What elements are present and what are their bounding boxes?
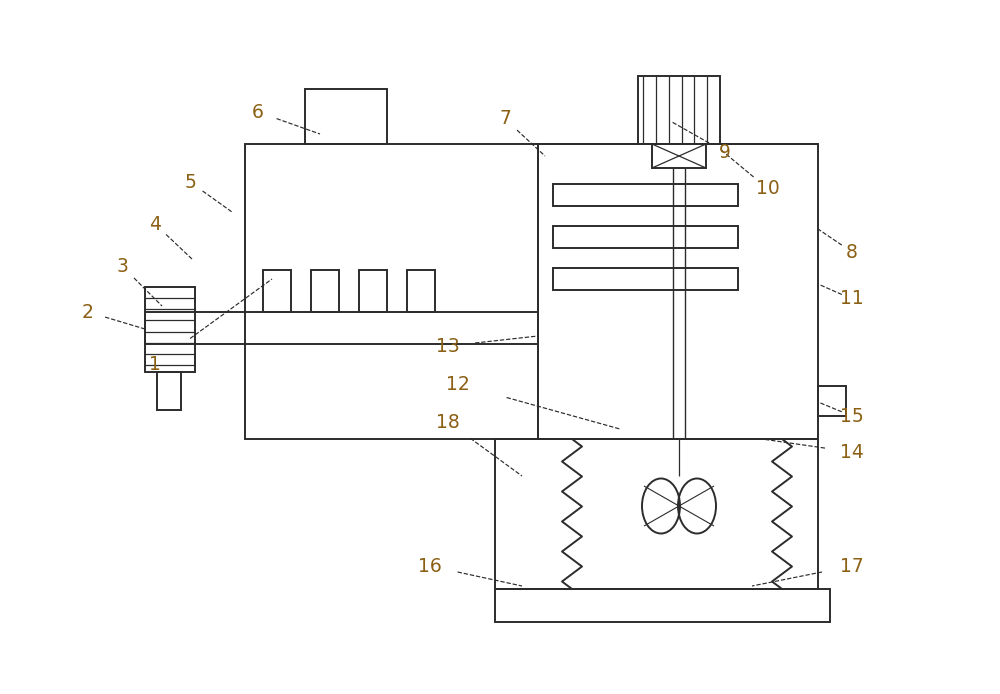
Text: 18: 18 <box>436 412 460 432</box>
Bar <box>818 386 846 416</box>
Text: 6: 6 <box>252 103 264 121</box>
Bar <box>245 144 538 439</box>
Bar <box>305 89 387 144</box>
Bar <box>652 144 706 168</box>
Bar <box>157 372 181 410</box>
Bar <box>553 268 738 290</box>
Text: 14: 14 <box>840 443 864 462</box>
Text: 8: 8 <box>846 242 858 262</box>
Text: 4: 4 <box>149 214 161 233</box>
Bar <box>263 270 291 312</box>
Bar <box>495 589 830 622</box>
Bar <box>311 270 339 312</box>
Text: 15: 15 <box>840 407 864 425</box>
Bar <box>638 76 720 144</box>
Bar <box>407 270 435 312</box>
Text: 1: 1 <box>149 355 161 373</box>
Text: 7: 7 <box>499 110 511 128</box>
Text: 10: 10 <box>756 180 780 198</box>
Text: 2: 2 <box>82 303 94 321</box>
Bar <box>145 312 538 344</box>
Text: 11: 11 <box>840 289 864 309</box>
Text: 12: 12 <box>446 375 470 393</box>
Text: 3: 3 <box>116 257 128 276</box>
Text: 13: 13 <box>436 337 460 355</box>
Text: 17: 17 <box>840 557 864 575</box>
Bar <box>359 270 387 312</box>
Text: 9: 9 <box>719 142 731 162</box>
Text: 5: 5 <box>184 173 196 192</box>
Bar <box>553 226 738 248</box>
Text: 16: 16 <box>418 557 442 575</box>
Bar <box>145 287 195 372</box>
Bar <box>553 184 738 206</box>
Bar <box>538 144 818 439</box>
